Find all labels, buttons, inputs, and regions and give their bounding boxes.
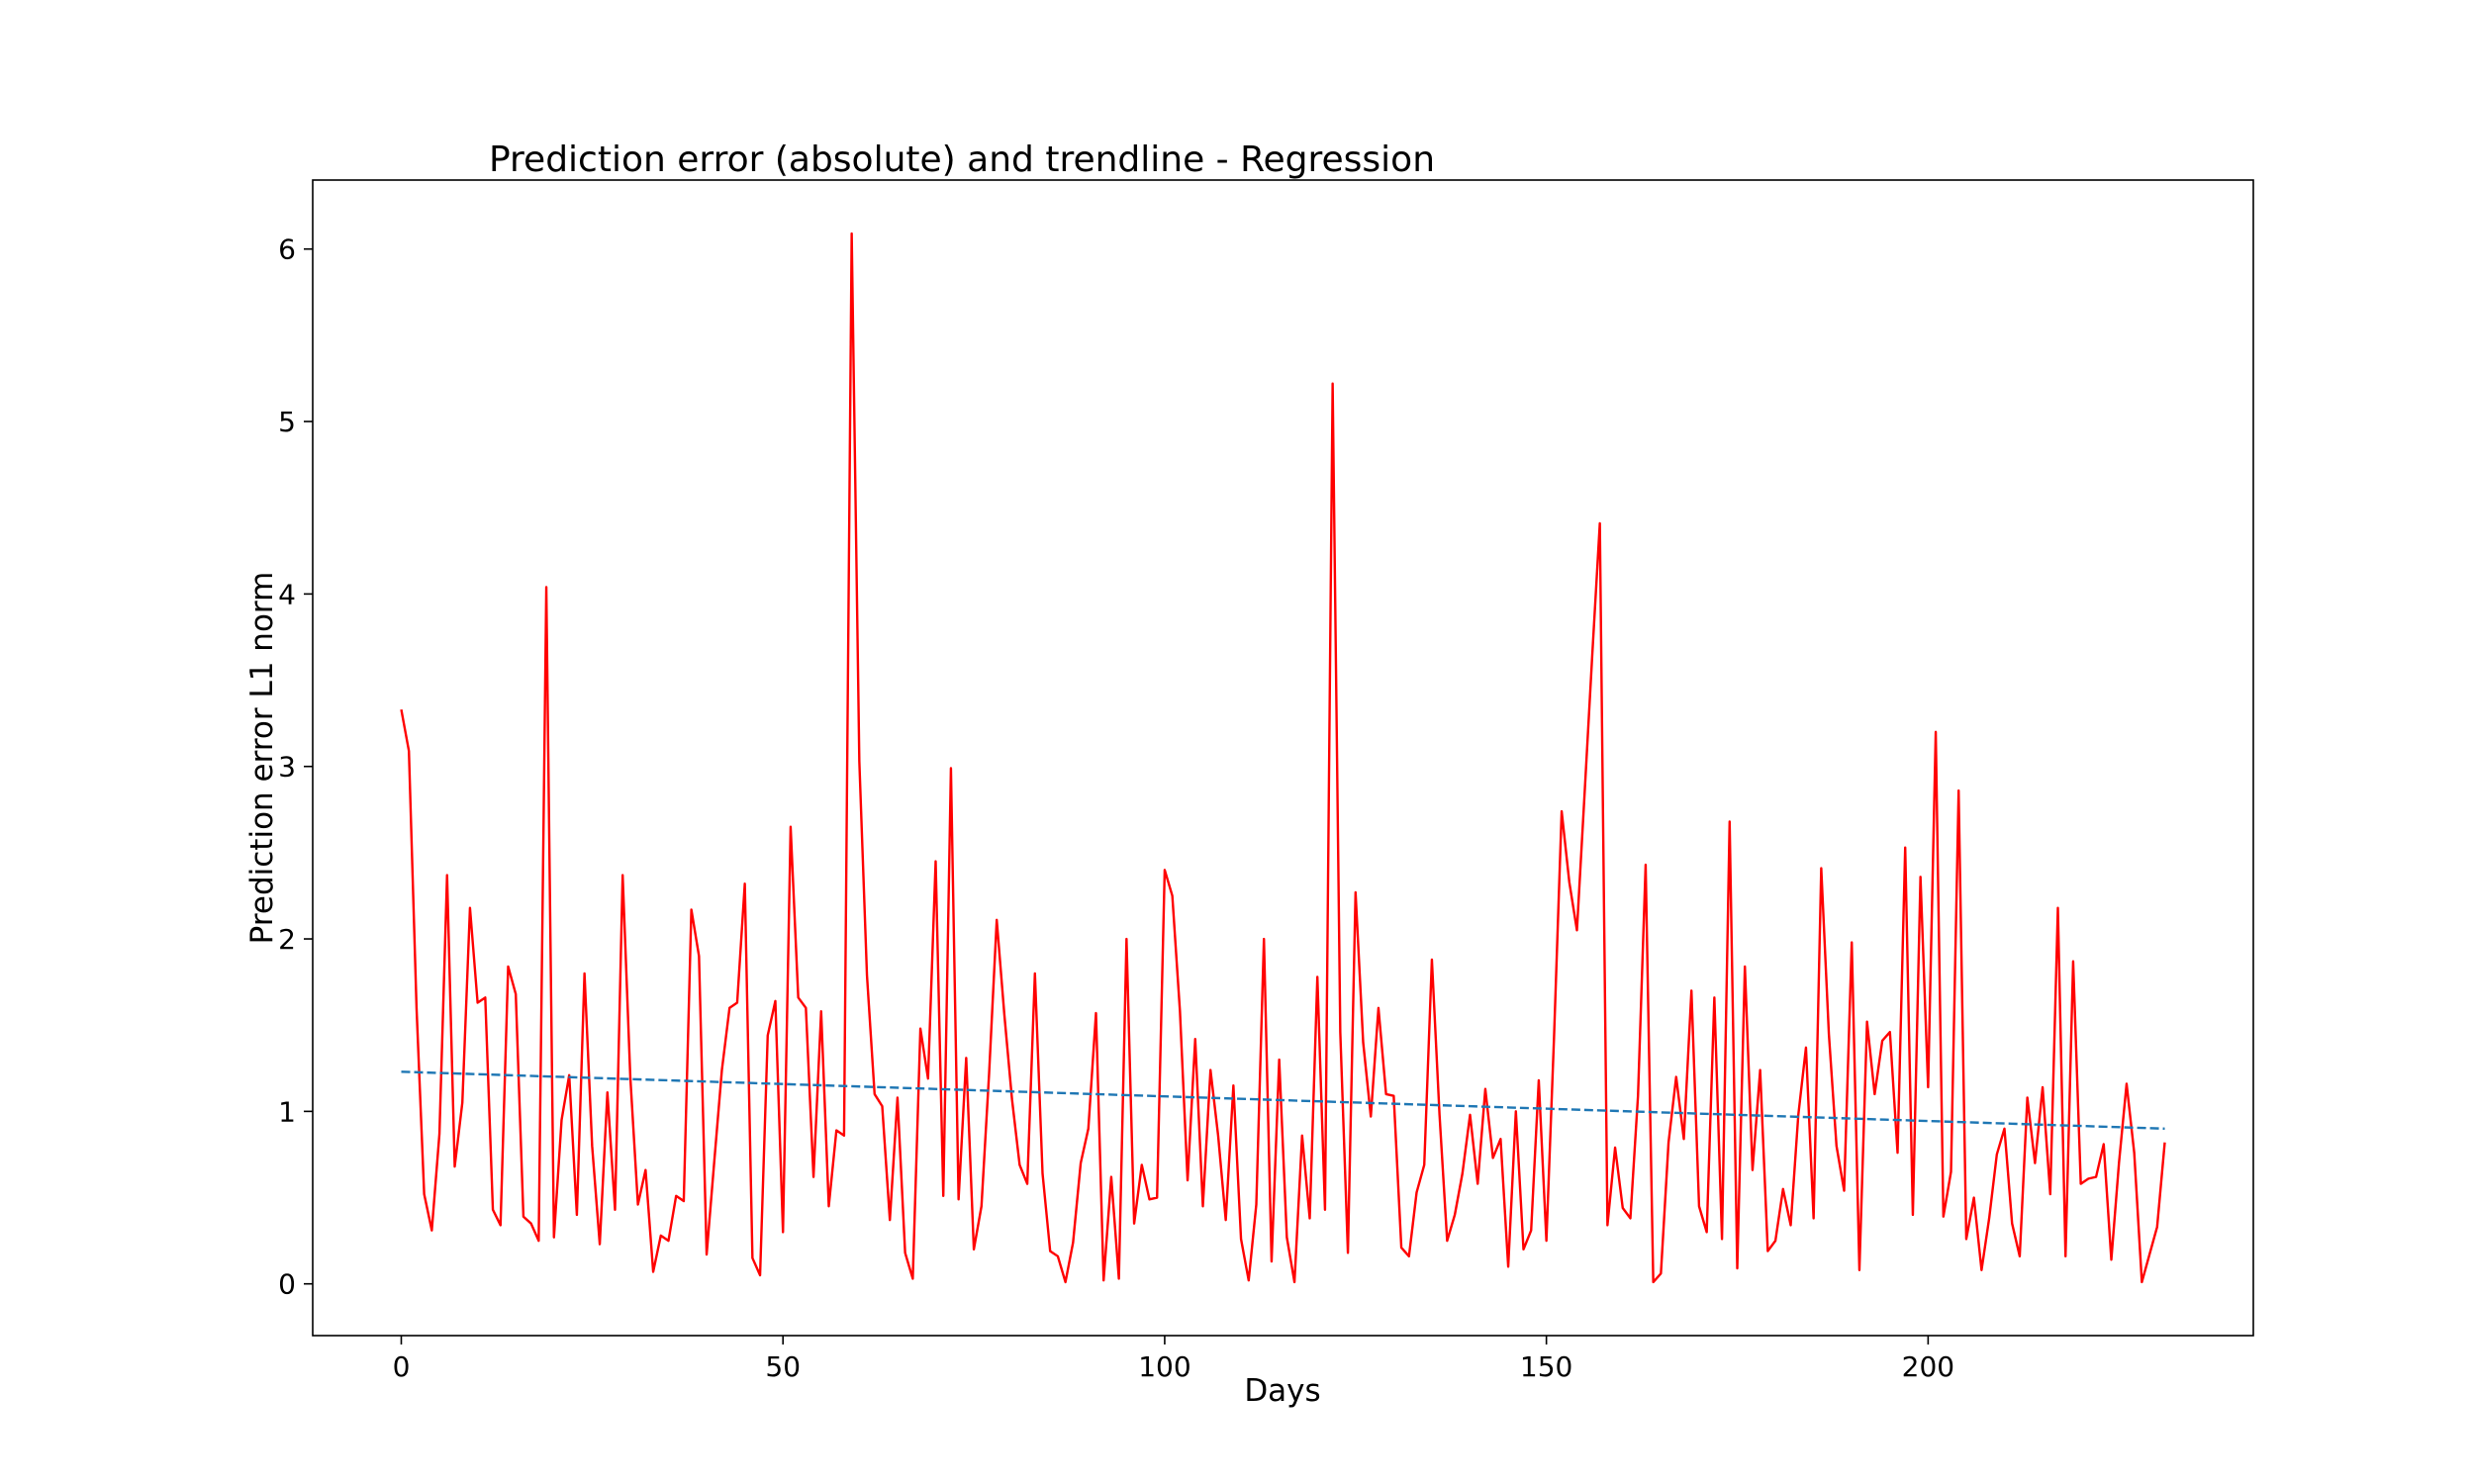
- x-axis-label: Days: [1244, 1373, 1320, 1409]
- y-tick-label: 5: [278, 406, 296, 438]
- y-tick-label: 6: [278, 233, 296, 266]
- chart-title: Prediction error (absolute) and trendlin…: [489, 139, 1435, 180]
- y-tick-label: 2: [278, 923, 296, 956]
- plot-area: 0 50 100 150 200 0 1 2 3 4 5 6: [278, 179, 2254, 1383]
- y-tick-label: 3: [278, 751, 296, 784]
- x-tick-label: 0: [393, 1350, 411, 1383]
- y-tick-label: 1: [278, 1095, 296, 1128]
- x-tick-label: 100: [1138, 1350, 1190, 1383]
- x-tick-label: 50: [765, 1350, 801, 1383]
- series-layer: [400, 232, 2166, 1284]
- y-axis-label: Prediction error L1 norm: [244, 572, 280, 945]
- series-line-trendline: [401, 1070, 2165, 1131]
- x-axis: 0 50 100 150 200: [393, 1336, 1954, 1383]
- y-tick-label: 4: [278, 578, 296, 610]
- y-tick-label: 0: [278, 1268, 296, 1301]
- x-tick-label: 150: [1520, 1350, 1572, 1383]
- x-tick-label: 200: [1902, 1350, 1954, 1383]
- y-axis: 0 1 2 3 4 5 6: [278, 233, 313, 1301]
- series-line-prediction-error: [400, 232, 2166, 1284]
